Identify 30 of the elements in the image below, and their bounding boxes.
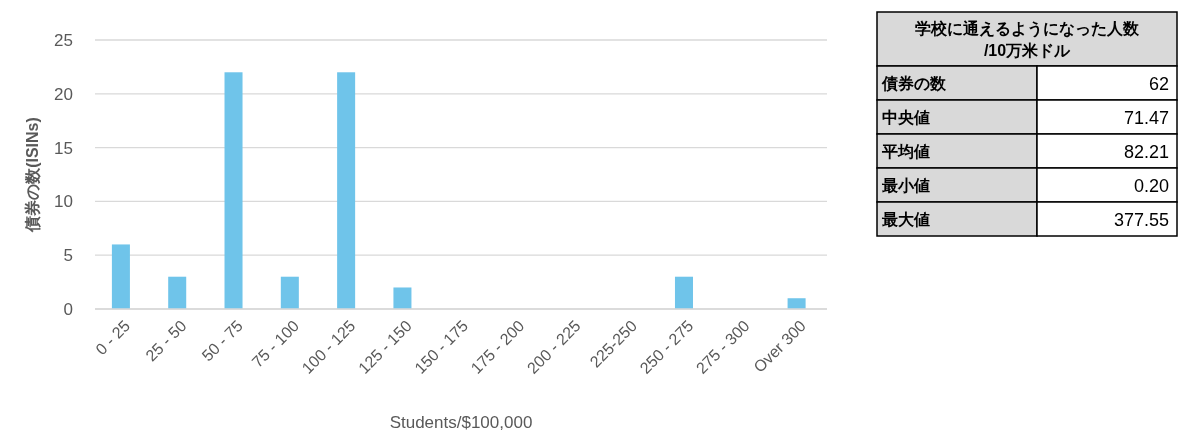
data-label: 62 xyxy=(1148,74,1169,94)
y-axis-title: 債券の数(ISINs) xyxy=(24,117,41,233)
bar xyxy=(674,276,693,309)
x-tick-label: 0 - 25 xyxy=(92,317,134,359)
bar xyxy=(393,287,412,309)
category-label: 最大値 xyxy=(881,211,930,228)
category-label: 最小値 xyxy=(881,177,930,194)
bar xyxy=(224,72,243,309)
bar xyxy=(280,276,299,309)
data-label: 82.21 xyxy=(1123,142,1169,162)
text: 学校に通えるようになった人数 /10万米ドル xyxy=(915,20,1140,59)
bar xyxy=(337,72,356,309)
bar xyxy=(111,244,130,309)
category-label: 債券の数 xyxy=(881,75,947,92)
category-label: 中央値 xyxy=(882,109,930,126)
y-tick-label: 10 xyxy=(54,192,73,212)
x-tick-label: 50 - 75 xyxy=(198,317,246,365)
data-label: 377.55 xyxy=(1113,210,1169,230)
data-label: 0.20 xyxy=(1133,176,1169,196)
y-tick-label: 25 xyxy=(54,31,73,50)
y-tick-label: 0 xyxy=(63,300,73,319)
category-label: 平均値 xyxy=(881,143,930,160)
bar xyxy=(168,276,187,309)
bar xyxy=(787,298,806,309)
x-tick-label: 25 - 50 xyxy=(142,317,190,365)
y-tick-label: 20 xyxy=(54,84,73,104)
x-axis-title: Students/$100,000 xyxy=(389,413,533,432)
y-tick-label: 15 xyxy=(54,138,73,158)
y-tick-label: 5 xyxy=(63,246,73,266)
data-label: 71.47 xyxy=(1123,108,1169,128)
